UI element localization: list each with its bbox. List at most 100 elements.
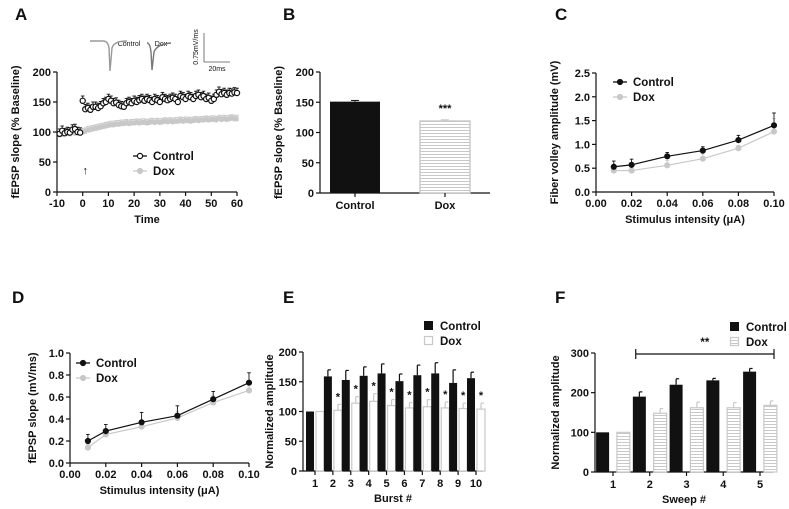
y-tick-label: 1.5 — [575, 116, 590, 128]
data-point-dox — [135, 119, 139, 125]
legend-label-dox: Dox — [153, 166, 175, 178]
significance-marker: * — [354, 384, 359, 396]
bar-dox — [386, 404, 397, 472]
x-tick-label: 4 — [366, 478, 373, 490]
series-line-control — [87, 382, 250, 442]
data-point-dox — [230, 115, 234, 121]
x-tick-label: 2 — [647, 479, 653, 491]
x-tick-label: 4 — [720, 479, 727, 491]
data-point-dox — [127, 121, 131, 127]
legend-marker — [616, 78, 624, 86]
data-point-control — [84, 437, 92, 445]
data-point-dox — [158, 119, 162, 125]
legend-swatch-dox — [729, 336, 740, 347]
data-point-dox — [232, 116, 237, 122]
significance-marker: * — [372, 381, 377, 393]
bar-control — [743, 371, 757, 472]
data-point-dox — [222, 116, 226, 122]
x-tick-label: 3 — [348, 478, 354, 490]
x-axis-label: Sweep # — [662, 494, 706, 506]
data-point-dox — [204, 116, 208, 122]
x-tick-label: 1 — [610, 479, 616, 491]
y-tick-label: 0.0 — [575, 187, 590, 199]
bar-control — [413, 375, 422, 471]
y-tick-label: 0 — [291, 466, 297, 478]
significance-marker: * — [461, 390, 466, 402]
data-point-dox — [137, 120, 141, 126]
significance-marker: *** — [439, 103, 453, 115]
y-tick-label: 300 — [571, 348, 589, 360]
data-point-dox — [171, 119, 175, 125]
bar-dox — [351, 402, 361, 472]
x-tick-label: 0.10 — [763, 198, 784, 210]
bar-dox — [726, 407, 741, 473]
y-axis-label: fEPSP slope (% Baseline) — [10, 65, 22, 198]
y-tick-label: 0.2 — [49, 436, 64, 448]
y-tick-label: 0 — [308, 188, 314, 200]
bar-control — [377, 373, 386, 471]
legend-marker — [79, 359, 87, 367]
bar-dox — [653, 412, 668, 473]
data-point-dox — [186, 118, 190, 124]
x-tick-label: 0.08 — [728, 198, 749, 210]
legend-label-control: Control — [440, 321, 481, 333]
data-point-dox — [109, 122, 113, 128]
data-point-dox — [106, 122, 111, 128]
inset-trace-control — [90, 40, 128, 72]
x-tick-label: 7 — [419, 478, 425, 490]
data-point-dox — [235, 116, 239, 122]
data-point-dox — [155, 119, 159, 125]
legend-marker — [616, 93, 624, 101]
data-point-control — [174, 412, 181, 419]
bar-control — [341, 379, 350, 471]
significance-marker: * — [425, 387, 430, 399]
bar-control — [596, 432, 610, 472]
legend-label-control: Control — [153, 151, 194, 163]
y-axis-label: fEPSP slope (% Baseline) — [273, 66, 285, 199]
inset-trace-dox — [146, 42, 172, 71]
data-point-dox — [93, 125, 98, 131]
data-point-control — [233, 89, 241, 97]
series-line-dox — [613, 131, 775, 172]
data-point-dox — [96, 125, 100, 131]
x-tick-label: 9 — [455, 478, 461, 490]
x-tick-label: 20 — [128, 198, 140, 210]
data-point-dox — [111, 122, 116, 128]
data-point-dox — [132, 120, 136, 126]
y-tick-label: 0.4 — [49, 414, 65, 426]
bar-dox — [419, 120, 471, 194]
legend-swatch-dox — [423, 335, 434, 346]
y-tick-label: 100 — [296, 128, 314, 140]
x-tick-label: 0.06 — [167, 469, 188, 481]
bar-dox — [763, 404, 778, 473]
bar-dox — [440, 407, 450, 472]
bar-dox — [616, 431, 631, 473]
data-point-dox — [140, 119, 144, 125]
data-point-dox — [173, 118, 177, 124]
x-tick-label: 0.00 — [585, 198, 606, 210]
x-tick-label: 6 — [401, 478, 407, 490]
x-tick-label: 0 — [80, 198, 86, 210]
bar-control — [669, 384, 683, 472]
data-point-dox — [84, 444, 92, 451]
y-tick-label: 200 — [33, 67, 51, 79]
bar-dox — [422, 406, 432, 472]
data-point-dox — [628, 167, 635, 174]
bar-dox — [689, 407, 705, 473]
panel-letter-e: E — [283, 288, 294, 307]
data-point-dox — [191, 118, 195, 124]
x-axis-label: Stimulus intensity (μA) — [625, 214, 745, 226]
significance-marker: * — [479, 390, 484, 402]
y-tick-label: 150 — [296, 97, 314, 109]
data-point-dox — [196, 118, 201, 124]
data-point-dox — [104, 123, 108, 129]
y-tick-label: 100 — [571, 427, 589, 439]
data-point-dox — [99, 124, 103, 130]
y-axis-label: Normalized amplitude — [550, 355, 562, 469]
y-tick-label: 150 — [279, 377, 297, 389]
data-point-dox — [194, 117, 198, 123]
stimulus-arrow: ↑ — [83, 165, 89, 177]
x-axis-label: Stimulus intensity (μA) — [100, 485, 220, 497]
bar-control — [706, 380, 720, 472]
data-point-dox — [178, 118, 183, 124]
